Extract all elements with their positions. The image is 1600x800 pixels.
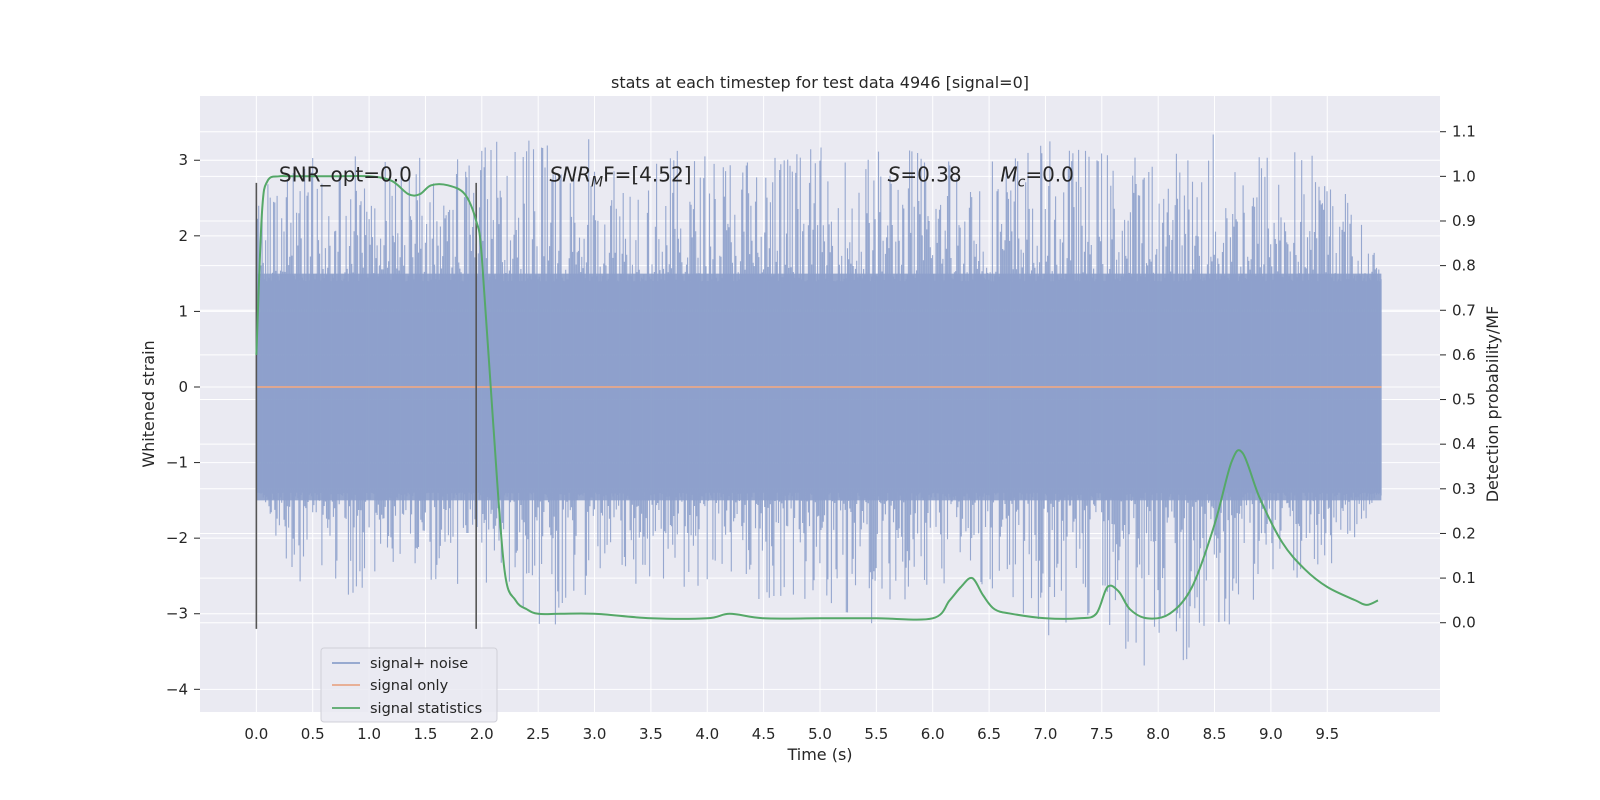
- x-tick-label: 0.5: [301, 725, 325, 743]
- y-right-tick-label: 0.3: [1452, 480, 1476, 498]
- x-tick-label: 8.0: [1146, 725, 1170, 743]
- markers: [255, 182, 477, 629]
- y-right-tick-label: 0.7: [1452, 301, 1476, 319]
- y-axis-right-label: Detection probability/MF: [1483, 306, 1502, 503]
- y-right-tick-label: 0.4: [1452, 435, 1476, 453]
- y-right-tick-label: 0.8: [1452, 257, 1476, 275]
- y-tick-label: 2: [178, 227, 188, 245]
- x-tick-label: 6.5: [977, 725, 1001, 743]
- annotation: SNR_opt=0.0: [279, 162, 412, 186]
- y-right-tick-label: 0.1: [1452, 569, 1476, 587]
- x-tick-label: 9.0: [1259, 725, 1283, 743]
- y-tick-label: −2: [166, 529, 188, 547]
- x-tick-label: 5.0: [808, 725, 832, 743]
- y-tick-label: 1: [178, 302, 188, 320]
- annotation: S=0.38: [888, 162, 962, 186]
- statistics-line: [255, 174, 1379, 621]
- annotation: SNRMF=[4.52]: [549, 162, 691, 190]
- legend: signal+ noise signal only signal statist…: [320, 647, 498, 723]
- x-tick-label: 8.5: [1203, 725, 1227, 743]
- x-tick-label: 5.5: [864, 725, 888, 743]
- x-tick-label: 6.0: [921, 725, 945, 743]
- y-tick-label: −4: [166, 680, 188, 698]
- y-tick-label: −3: [166, 605, 188, 623]
- x-tick-label: 1.0: [357, 725, 381, 743]
- y-right-tick-label: 0.9: [1452, 212, 1476, 230]
- legend-label-statistics: signal statistics: [370, 701, 482, 717]
- annotations: SNR_opt=0.0 SNRMF=[4.52] S=0.38 Mc=0.0: [279, 162, 1074, 190]
- y-axis-label: Whitened strain: [139, 340, 158, 467]
- y-right-tick-label: 1.0: [1452, 167, 1476, 185]
- chart-title: stats at each timestep for test data 494…: [611, 73, 1029, 92]
- x-tick-label: 0.0: [244, 725, 268, 743]
- y-tick-label: 3: [178, 151, 188, 169]
- annotation: Mc=0.0: [1000, 162, 1074, 190]
- y-right-tick-label: 0.0: [1452, 614, 1476, 632]
- y-right-tick-label: 0.2: [1452, 524, 1476, 542]
- x-tick-label: 3.0: [583, 725, 607, 743]
- legend-label-noise: signal+ noise: [370, 656, 468, 672]
- y-right-tick-label: 0.5: [1452, 391, 1476, 409]
- x-tick-label: 7.5: [1090, 725, 1114, 743]
- legend-box: [320, 647, 498, 723]
- y-axis-ticks: −4 −3 −2 −1 0 1 2 3: [166, 151, 200, 698]
- x-tick-label: 1.5: [414, 725, 438, 743]
- y-axis-right-ticks: 0.0 0.1 0.2 0.3 0.4 0.5 0.6 0.7 0.8 0.9 1.0 1.1: [1440, 123, 1476, 632]
- x-axis-label: Time (s): [786, 745, 852, 764]
- x-tick-label: 9.5: [1315, 725, 1339, 743]
- y-right-tick-label: 1.1: [1452, 123, 1476, 141]
- x-tick-label: 4.5: [752, 725, 776, 743]
- x-axis-ticks: 0.0 0.5 1.0 1.5 2.0 2.5 3.0 3.5 4.0 4.5 5.0 5.5 6.0 6…: [244, 725, 1339, 743]
- legend-label-signal-only: signal only: [370, 678, 449, 694]
- x-tick-label: 3.5: [639, 725, 663, 743]
- x-tick-label: 7.0: [1034, 725, 1058, 743]
- y-tick-label: 0: [178, 378, 188, 396]
- y-tick-label: −1: [166, 454, 188, 472]
- x-tick-label: 4.0: [695, 725, 719, 743]
- statistics-series: [255, 174, 1379, 621]
- y-right-tick-label: 0.6: [1452, 346, 1476, 364]
- x-tick-label: 2.0: [470, 725, 494, 743]
- x-tick-label: 2.5: [526, 725, 550, 743]
